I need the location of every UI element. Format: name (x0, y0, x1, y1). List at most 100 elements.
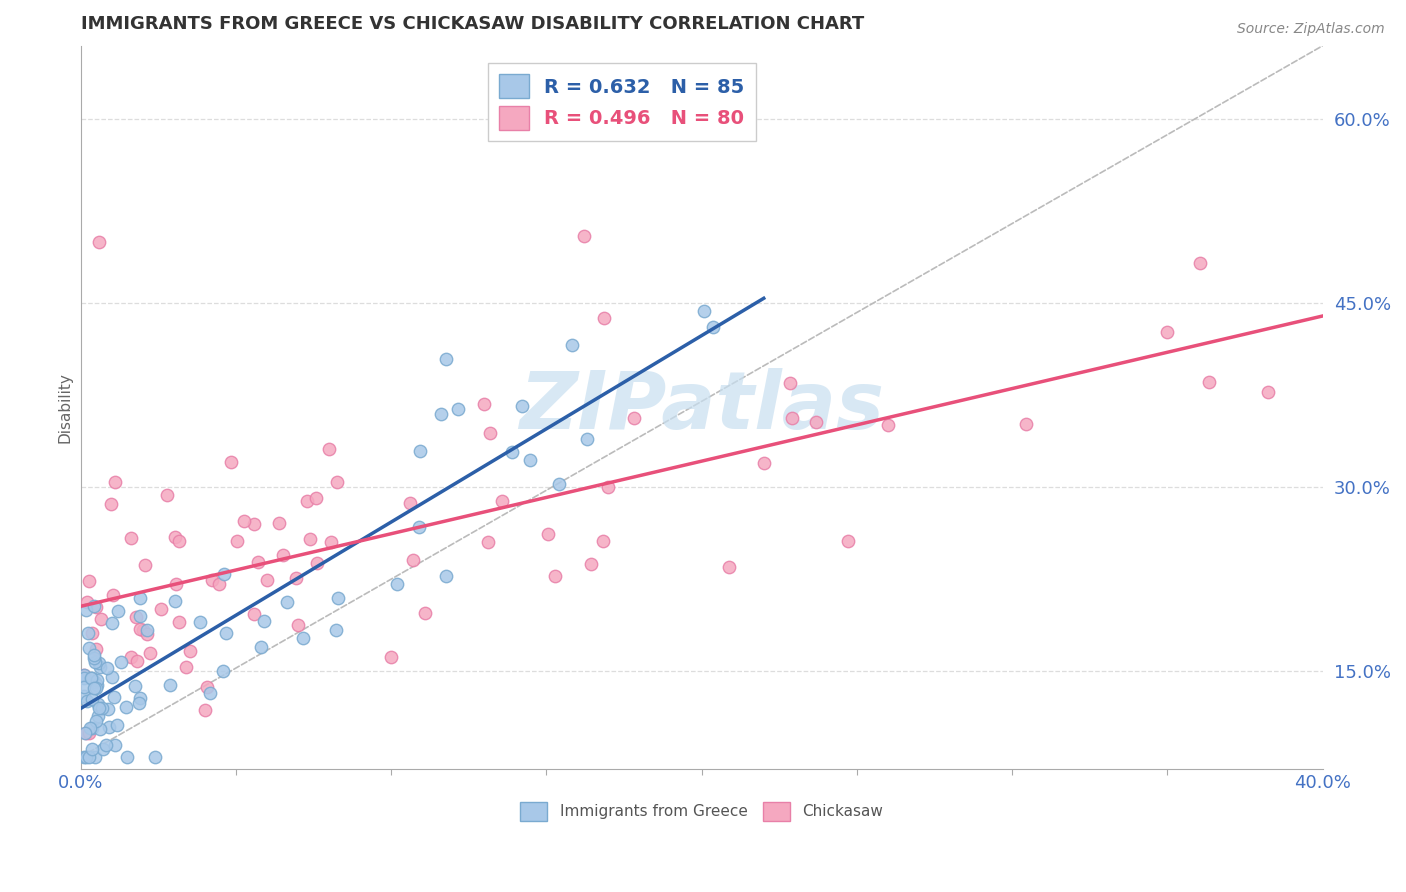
Point (215, 626, 238, 640)
Point (779, 376, 801, 390)
Point (190, 615, 212, 630)
Point (129, 591, 152, 605)
Point (89, 722, 111, 736)
Point (89, 660, 111, 674)
Point (80, 671, 103, 685)
Point (276, 594, 298, 608)
Point (409, 444, 432, 458)
Point (298, 532, 321, 546)
Point (110, 655, 132, 669)
Point (169, 533, 191, 548)
Point (243, 517, 266, 532)
Point (702, 320, 724, 334)
Y-axis label: Disability: Disability (58, 372, 72, 443)
Point (179, 644, 201, 658)
Point (84, 714, 107, 729)
Point (80, 671, 103, 685)
Point (501, 445, 523, 459)
Point (86, 599, 108, 614)
Point (544, 569, 567, 583)
Point (408, 520, 430, 534)
Point (90, 612, 112, 626)
Point (297, 494, 319, 508)
Point (77, 750, 100, 764)
Point (198, 686, 221, 700)
Point (305, 491, 328, 505)
Point (86, 673, 108, 687)
Point (72, 690, 94, 704)
Point (143, 750, 166, 764)
Point (592, 311, 614, 326)
Point (273, 548, 295, 562)
Point (1188, 256, 1211, 270)
Point (87, 709, 110, 723)
Point (225, 534, 247, 549)
Point (120, 531, 142, 545)
Point (385, 577, 408, 591)
Point (125, 654, 148, 668)
Point (84, 750, 107, 764)
Point (132, 624, 155, 638)
Point (319, 534, 342, 549)
Point (149, 601, 172, 615)
Text: Source: ZipAtlas.com: Source: ZipAtlas.com (1237, 22, 1385, 37)
Point (243, 607, 266, 621)
Point (83, 675, 105, 690)
Point (103, 588, 125, 602)
Point (114, 699, 136, 714)
Text: ZIPatlas: ZIPatlas (519, 368, 884, 447)
Point (75, 726, 97, 740)
Point (780, 410, 803, 425)
Point (72, 750, 94, 764)
Point (510, 399, 533, 413)
Point (101, 615, 124, 630)
Point (287, 617, 309, 632)
Point (87, 700, 110, 714)
Point (399, 495, 422, 509)
Point (325, 624, 347, 638)
Point (246, 555, 269, 569)
Point (413, 606, 436, 620)
Point (100, 497, 122, 511)
Point (447, 401, 470, 416)
Point (76, 694, 98, 708)
Point (307, 556, 329, 570)
Point (572, 228, 595, 243)
Point (430, 407, 453, 421)
Point (478, 425, 501, 440)
Point (82, 626, 104, 640)
Point (718, 559, 741, 574)
Point (326, 475, 349, 490)
Point (472, 397, 495, 411)
Point (208, 577, 231, 591)
Text: IMMIGRANTS FROM GREECE VS CHICKASAW DISABILITY CORRELATION CHART: IMMIGRANTS FROM GREECE VS CHICKASAW DISA… (80, 15, 863, 33)
Point (1156, 325, 1178, 339)
Point (519, 453, 541, 467)
Point (159, 678, 181, 692)
Point (129, 622, 152, 636)
Point (89, 235, 111, 249)
Point (125, 610, 148, 624)
Point (90, 701, 112, 715)
Point (1198, 376, 1220, 390)
Point (120, 650, 142, 665)
Point (79, 722, 101, 736)
Point (402, 553, 425, 567)
Point (134, 558, 156, 572)
Point (83, 648, 105, 662)
Point (105, 717, 128, 731)
Point (77, 626, 100, 640)
Point (269, 516, 291, 530)
Point (83, 650, 105, 665)
Point (284, 571, 307, 585)
Point (104, 739, 127, 753)
Point (211, 664, 233, 678)
Point (101, 670, 124, 684)
Point (77, 641, 100, 656)
Point (165, 593, 187, 607)
Point (547, 477, 569, 491)
Point (579, 558, 602, 572)
Point (380, 649, 402, 664)
Point (491, 493, 513, 508)
Point (693, 304, 716, 318)
